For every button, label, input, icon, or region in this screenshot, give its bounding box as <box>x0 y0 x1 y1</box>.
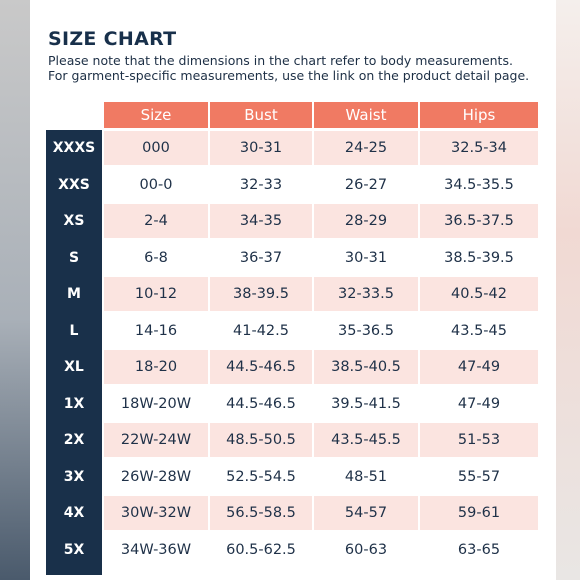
cell-bust: 44.5-46.5 <box>226 395 296 412</box>
cell-hips: 43.5-45 <box>451 322 507 339</box>
cell-hips: 51-53 <box>420 423 538 457</box>
size-chart-card: SIZE CHART Please note that the dimensio… <box>30 0 556 580</box>
cell-hips: 47-49 <box>420 350 538 384</box>
cell-waist: 39.5-41.5 <box>331 395 401 412</box>
cell-bust: 56.5-58.5 <box>210 496 312 530</box>
measurement-note: Please note that the dimensions in the c… <box>48 53 548 83</box>
cell-size: 14-16 <box>134 322 178 339</box>
table-row: 10-12 38-39.5 32-33.5 40.5-42 <box>104 276 538 312</box>
size-label: XS <box>63 213 85 229</box>
cell-waist: 26-27 <box>344 176 388 193</box>
size-label: 1X <box>63 395 85 412</box>
cell-size: 26W-28W <box>120 468 192 485</box>
column-header-waist: Waist <box>314 102 418 128</box>
table-row: 26W-28W 52.5-54.5 48-51 55-57 <box>104 459 538 495</box>
table-row: 00-0 32-33 26-27 34.5-35.5 <box>104 167 538 203</box>
cell-hips: 34.5-35.5 <box>444 176 514 193</box>
note-line-1: Please note that the dimensions in the c… <box>48 53 513 68</box>
cell-waist: 54-57 <box>314 496 418 530</box>
cell-waist: 30-31 <box>344 249 388 266</box>
table-row: 22W-24W 48.5-50.5 43.5-45.5 51-53 <box>104 422 538 458</box>
cell-hips: 32.5-34 <box>420 131 538 165</box>
table-row: 000 30-31 24-25 32.5-34 <box>104 130 538 166</box>
cell-hips: 55-57 <box>457 468 501 485</box>
cell-size: 22W-24W <box>104 423 208 457</box>
size-label: L <box>69 322 79 339</box>
cell-size: 2-4 <box>104 204 208 238</box>
cell-size: 18-20 <box>104 350 208 384</box>
column-header-hips: Hips <box>420 102 538 128</box>
size-label-column <box>46 130 102 575</box>
cell-bust: 38-39.5 <box>210 277 312 311</box>
cell-size: 6-8 <box>144 249 168 266</box>
cell-bust: 60.5-62.5 <box>226 541 296 558</box>
cell-waist: 38.5-40.5 <box>314 350 418 384</box>
note-line-2: For garment-specific measurements, use t… <box>48 68 530 83</box>
cell-waist: 35-36.5 <box>338 322 394 339</box>
background-left-edge <box>0 0 30 580</box>
background-right-edge <box>556 0 580 580</box>
table-row: 18W-20W 44.5-46.5 39.5-41.5 47-49 <box>104 386 538 422</box>
cell-hips: 36.5-37.5 <box>420 204 538 238</box>
cell-waist: 28-29 <box>314 204 418 238</box>
cell-bust: 41-42.5 <box>233 322 289 339</box>
size-label: 4X <box>63 505 85 521</box>
cell-size: 10-12 <box>104 277 208 311</box>
size-label: XL <box>64 359 84 375</box>
cell-bust: 32-33 <box>239 176 283 193</box>
cell-hips: 63-65 <box>457 541 501 558</box>
table-row: 2-4 34-35 28-29 36.5-37.5 <box>104 203 538 239</box>
cell-bust: 34-35 <box>210 204 312 238</box>
cell-bust: 48.5-50.5 <box>210 423 312 457</box>
cell-waist: 32-33.5 <box>314 277 418 311</box>
table-header-row: Size Bust Waist Hips <box>46 100 538 130</box>
cell-bust: 52.5-54.5 <box>226 468 296 485</box>
cell-bust: 30-31 <box>210 131 312 165</box>
page-title: SIZE CHART <box>48 28 177 50</box>
cell-bust: 36-37 <box>239 249 283 266</box>
cell-hips: 40.5-42 <box>420 277 538 311</box>
cell-size: 34W-36W <box>120 541 192 558</box>
cell-hips: 38.5-39.5 <box>444 249 514 266</box>
size-label: M <box>67 286 81 302</box>
table-row: 18-20 44.5-46.5 38.5-40.5 47-49 <box>104 349 538 385</box>
cell-waist: 48-51 <box>344 468 388 485</box>
size-label: 5X <box>63 541 85 558</box>
cell-bust: 44.5-46.5 <box>210 350 312 384</box>
table-row: 30W-32W 56.5-58.5 54-57 59-61 <box>104 495 538 531</box>
column-header-size: Size <box>104 102 208 128</box>
cell-waist: 43.5-45.5 <box>314 423 418 457</box>
cell-hips: 59-61 <box>420 496 538 530</box>
column-header-bust: Bust <box>210 102 312 128</box>
size-label: 3X <box>63 468 85 485</box>
cell-waist: 24-25 <box>314 131 418 165</box>
size-label: XXXS <box>52 140 96 156</box>
cell-size: 30W-32W <box>104 496 208 530</box>
table-row: 14-16 41-42.5 35-36.5 43.5-45 <box>104 313 538 349</box>
cell-size: 00-0 <box>139 176 173 193</box>
cell-size: 18W-20W <box>120 395 192 412</box>
table-row: 6-8 36-37 30-31 38.5-39.5 <box>104 240 538 276</box>
cell-waist: 60-63 <box>344 541 388 558</box>
cell-size: 000 <box>104 131 208 165</box>
table-row: 34W-36W 60.5-62.5 60-63 63-65 <box>104 532 538 568</box>
cell-hips: 47-49 <box>457 395 501 412</box>
size-label: S <box>68 249 80 266</box>
size-label: 2X <box>63 432 85 448</box>
size-label: XXS <box>58 176 90 193</box>
